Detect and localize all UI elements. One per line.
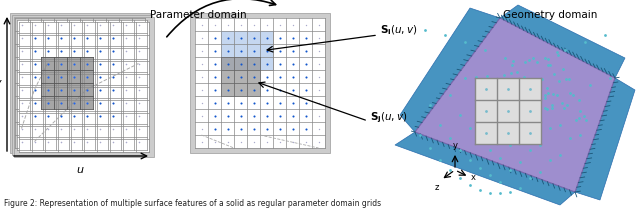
Bar	[15, 18, 145, 148]
Text: v: v	[0, 78, 1, 88]
Text: y: y	[452, 141, 458, 150]
Bar	[10, 13, 150, 153]
Bar	[221, 57, 260, 96]
Bar	[14, 17, 154, 157]
Bar	[41, 57, 93, 109]
Polygon shape	[415, 18, 615, 192]
Bar	[195, 18, 325, 148]
Bar	[190, 13, 330, 153]
Text: x: x	[471, 173, 476, 183]
Polygon shape	[395, 132, 575, 205]
Text: $\mathbf{S}_\mathbf{j}(u,v)$: $\mathbf{S}_\mathbf{j}(u,v)$	[370, 111, 408, 125]
Text: z: z	[435, 183, 439, 192]
Bar	[12, 15, 152, 155]
Text: Figure 2: Representation of multiple surface features of a solid as regular para: Figure 2: Representation of multiple sur…	[4, 199, 381, 208]
Text: $\mathbf{S}_\mathbf{i}(u,v)$: $\mathbf{S}_\mathbf{i}(u,v)$	[380, 23, 417, 37]
Bar	[221, 31, 273, 70]
Polygon shape	[400, 8, 500, 132]
Polygon shape	[575, 78, 635, 200]
Bar	[19, 22, 149, 152]
Bar	[475, 78, 541, 144]
Bar	[17, 20, 147, 150]
Text: u: u	[77, 165, 83, 175]
Text: Geometry domain: Geometry domain	[503, 10, 597, 20]
Polygon shape	[500, 5, 625, 78]
Text: Parameter domain: Parameter domain	[150, 10, 246, 20]
